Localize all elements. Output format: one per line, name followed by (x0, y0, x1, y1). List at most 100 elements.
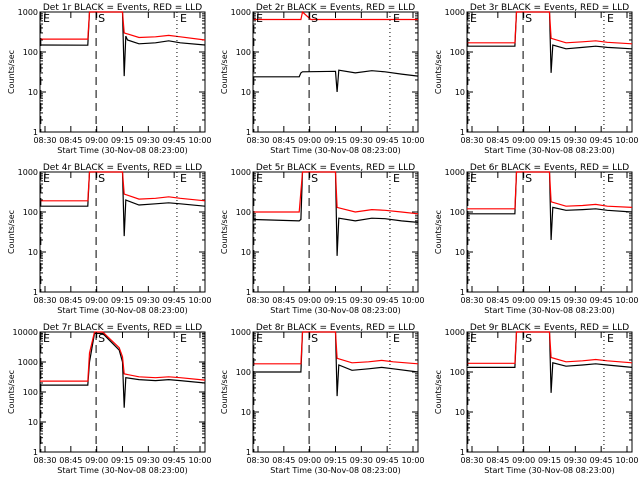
y-tick-label: 1 (33, 288, 38, 297)
x-tick-label: 09:45 (376, 296, 399, 305)
detector-panel-6: Det 6r BLACK = Events, RED = LLD 1 10 100 10… (434, 163, 639, 315)
x-axis-label: Start Time (30-Nov-08 08:23:00) (270, 146, 400, 155)
panel-title: Det 4r BLACK = Events, RED = LLD (43, 163, 202, 173)
y-axis-label: Counts/sec (220, 210, 229, 254)
x-tick-label: 08:30 (33, 456, 56, 465)
x-tick-label: 09:15 (111, 296, 134, 305)
y-tick-label: 1 (246, 448, 251, 457)
x-axis-label: Start Time (30-Nov-08 08:23:00) (484, 146, 614, 155)
marker-label: E (256, 12, 263, 25)
y-tick-label: 1 (460, 448, 465, 457)
x-tick-label: 10:00 (615, 456, 638, 465)
panel-title: Det 2r BLACK = Events, RED = LLD (256, 3, 415, 13)
marker-label: S (98, 332, 105, 345)
x-tick-label: 09:00 (298, 136, 321, 145)
marker-label: S (311, 332, 318, 345)
marker-label: E (180, 172, 187, 185)
x-tick-label: 09:30 (350, 456, 373, 465)
marker-label: E (43, 12, 50, 25)
y-tick-label: 1 (246, 288, 251, 297)
marker-label: E (393, 12, 400, 25)
y-tick-label: 1000 (18, 168, 38, 177)
series-line-events (40, 332, 206, 408)
y-tick-label: 100 (450, 208, 465, 217)
detector-panel-4: Det 4r BLACK = Events, RED = LLD 1 10 100 10… (7, 163, 212, 315)
y-tick-label: 1000 (231, 8, 251, 17)
x-tick-label: 10:00 (615, 136, 638, 145)
y-tick-label: 10 (241, 248, 251, 257)
x-axis-label: Start Time (30-Nov-08 08:23:00) (270, 466, 400, 475)
marker-label: E (607, 12, 614, 25)
detector-panel-8: Det 8r BLACK = Events, RED = LLD 1 10 100 10… (220, 323, 425, 475)
marker-label: E (470, 12, 477, 25)
detector-panel-7: Det 7r BLACK = Events, RED = LLD 1 10 100 10… (7, 323, 212, 475)
series-line-lld (40, 11, 206, 41)
series-line-lld (253, 10, 418, 21)
marker-label: E (256, 172, 263, 185)
y-tick-label: 1 (246, 128, 251, 137)
y-tick-label: 10 (28, 248, 38, 257)
x-tick-label: 09:00 (512, 296, 535, 305)
marker-label: S (525, 332, 532, 345)
x-axis-label: Start Time (30-Nov-08 08:23:00) (57, 466, 187, 475)
y-tick-label: 1000 (445, 8, 465, 17)
marker-label: E (470, 172, 477, 185)
y-tick-label: 100 (23, 48, 38, 57)
x-tick-label: 09:30 (564, 296, 587, 305)
panel-title: Det 3r BLACK = Events, RED = LLD (470, 3, 629, 13)
plot-frame (39, 331, 206, 453)
y-axis-label: Counts/sec (220, 370, 229, 414)
x-tick-label: 09:15 (538, 136, 561, 145)
x-tick-label: 10:00 (188, 456, 211, 465)
y-tick-label: 1 (33, 128, 38, 137)
marker-label: E (393, 172, 400, 185)
x-tick-label: 09:15 (324, 456, 347, 465)
detector-panel-9: Det 9r BLACK = Events, RED = LLD 1 10 100 10… (434, 323, 639, 475)
x-tick-label: 08:45 (272, 296, 295, 305)
y-axis-label: Counts/sec (434, 50, 443, 94)
series-line-lld (467, 171, 633, 210)
y-tick-label: 1 (460, 128, 465, 137)
y-tick-label: 10 (241, 408, 251, 417)
x-tick-label: 09:00 (298, 456, 321, 465)
x-tick-label: 09:15 (324, 296, 347, 305)
x-axis-label: Start Time (30-Nov-08 08:23:00) (57, 306, 187, 315)
x-tick-label: 09:30 (564, 456, 587, 465)
y-tick-label: 1000 (18, 8, 38, 17)
y-tick-label: 100 (236, 368, 251, 377)
x-tick-label: 08:45 (486, 136, 509, 145)
y-axis-label: Counts/sec (434, 210, 443, 254)
x-tick-label: 09:15 (111, 136, 134, 145)
marker-label: E (607, 332, 614, 345)
y-tick-label: 10 (455, 408, 465, 417)
x-tick-label: 09:30 (137, 456, 160, 465)
x-axis-label: Start Time (30-Nov-08 08:23:00) (484, 466, 614, 475)
panel-title: Det 7r BLACK = Events, RED = LLD (43, 323, 202, 333)
x-tick-label: 09:45 (163, 296, 186, 305)
series-line-events (253, 69, 419, 93)
x-tick-label: 08:45 (272, 136, 295, 145)
y-tick-label: 1000 (231, 168, 251, 177)
marker-label: S (525, 12, 532, 25)
x-tick-label: 09:15 (111, 456, 134, 465)
x-tick-label: 09:15 (324, 136, 347, 145)
x-tick-label: 08:45 (59, 456, 82, 465)
marker-label: E (43, 172, 50, 185)
y-tick-label: 10 (455, 88, 465, 97)
y-axis-label: Counts/sec (7, 210, 16, 254)
x-tick-label: 08:30 (460, 136, 483, 145)
y-tick-label: 10000 (13, 328, 38, 337)
x-axis-label: Start Time (30-Nov-08 08:23:00) (484, 306, 614, 315)
y-tick-label: 1000 (445, 328, 465, 337)
y-axis-label: Counts/sec (220, 50, 229, 94)
panel-title: Det 8r BLACK = Events, RED = LLD (256, 323, 415, 333)
x-tick-label: 09:00 (85, 456, 108, 465)
y-tick-label: 100 (23, 208, 38, 217)
x-tick-label: 09:45 (590, 456, 613, 465)
y-tick-label: 100 (236, 48, 251, 57)
marker-label: E (43, 332, 50, 345)
x-tick-label: 08:45 (486, 296, 509, 305)
x-tick-label: 08:30 (33, 136, 56, 145)
x-tick-label: 09:15 (538, 456, 561, 465)
